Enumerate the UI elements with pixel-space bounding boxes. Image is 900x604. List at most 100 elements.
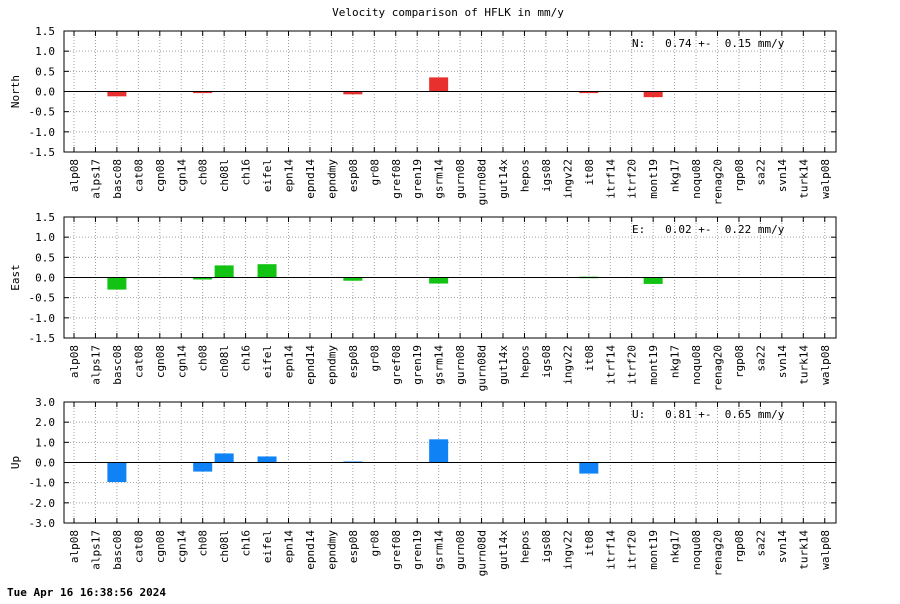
- east-xtick-label: alps17: [89, 345, 102, 385]
- east-xtick-label: ch08: [197, 345, 210, 372]
- east-xtick-label: gut14x: [497, 345, 510, 385]
- up-xtick-label: gut14x: [497, 530, 510, 570]
- north-xtick-label: it08: [583, 159, 596, 186]
- east-plot-frame: [63, 216, 837, 339]
- east-xtick-label: sa22: [754, 345, 767, 372]
- east-bar-cgn14: [193, 277, 213, 280]
- north-ytick-label: 1.0: [35, 45, 55, 58]
- up-xtick-label: rgp08: [733, 530, 746, 563]
- up-xtick-label: cat08: [132, 530, 145, 563]
- north-xtick-label: nkg17: [669, 159, 682, 192]
- north-xtick-label: alp08: [68, 159, 81, 192]
- north-ytick-label: 0.0: [35, 86, 55, 99]
- north-xtick-label: gsrm14: [433, 159, 446, 199]
- up-xtick-label: walp08: [819, 530, 832, 570]
- up-xtick-label: esp08: [347, 530, 360, 563]
- north-ytick-label: -1.5: [29, 146, 56, 159]
- north-xtick-label: basc08: [111, 159, 124, 199]
- east-xtick-label: gref08: [390, 345, 403, 385]
- north-ytick-label: 1.5: [35, 25, 55, 38]
- up-bar-gren19: [429, 439, 449, 463]
- east-bar-epndmy: [343, 277, 363, 281]
- east-xtick-label: mont19: [647, 345, 660, 385]
- north-xtick-label: ch08l: [218, 159, 231, 192]
- north-xtick-label: cgn14: [175, 159, 188, 192]
- north-bar-gren19: [429, 77, 449, 92]
- chart-title: Velocity comparison of HFLK in mm/y: [332, 6, 564, 19]
- east-ytick-label: 0.0: [35, 272, 55, 285]
- north-xtick-label: ch16: [240, 159, 253, 186]
- north-xtick-label: rgp08: [733, 159, 746, 192]
- up-xtick-label: sa22: [754, 530, 767, 557]
- north-xtick-label: itrf14: [604, 159, 617, 199]
- east-xtick-label: gsrm14: [433, 345, 446, 385]
- up-xtick-label: cgn14: [175, 530, 188, 563]
- east-ytick-label: 0.5: [35, 251, 55, 264]
- north-xtick-label: mont19: [647, 159, 660, 199]
- east-xtick-label: basc08: [111, 345, 124, 385]
- east-bar-alps17: [107, 277, 127, 290]
- up-xtick-label: gsrm14: [433, 530, 446, 570]
- east-xtick-label: nkg17: [669, 345, 682, 378]
- east-xtick-label: cgn08: [154, 345, 167, 378]
- up-xtick-label: turk14: [797, 530, 810, 570]
- east-xtick-label: cgn14: [175, 345, 188, 378]
- timestamp: Tue Apr 16 16:38:56 2024: [7, 586, 166, 599]
- up-xtick-label: epnd14: [304, 530, 317, 570]
- north-plot-frame: [63, 30, 837, 153]
- north-bar-epndmy: [343, 91, 363, 95]
- east-bar-ch08: [214, 265, 234, 278]
- north-xtick-label: epnd14: [304, 159, 317, 199]
- east-ytick-label: -0.5: [29, 292, 56, 305]
- up-ytick-label: 3.0: [35, 396, 55, 409]
- up-xtick-label: gurn08: [454, 530, 467, 570]
- east-ytick-label: -1.0: [29, 312, 56, 325]
- east-xtick-label: ingv22: [561, 345, 574, 385]
- up-bar-cgn14: [193, 462, 213, 472]
- east-xtick-label: svn14: [776, 345, 789, 378]
- east-xtick-label: alp08: [68, 345, 81, 378]
- up-xtick-label: epn14: [283, 530, 296, 563]
- north-bar-ingv22: [579, 91, 599, 94]
- north-xtick-label: hepos: [518, 159, 531, 192]
- east-xtick-label: rgp08: [733, 345, 746, 378]
- north-xtick-label: gurn08d: [476, 159, 489, 205]
- up-xtick-label: itrf14: [604, 530, 617, 570]
- north-xtick-label: cgn08: [154, 159, 167, 192]
- up-xtick-label: it08: [583, 530, 596, 557]
- up-xtick-label: svn14: [776, 530, 789, 563]
- up-ytick-label: -3.0: [29, 517, 56, 530]
- east-xtick-label: walp08: [819, 345, 832, 385]
- north-xtick-label: sa22: [754, 159, 767, 186]
- north-xtick-label: gurn08: [454, 159, 467, 199]
- north-xtick-label: noqu08: [690, 159, 703, 199]
- east-ytick-label: 1.5: [35, 211, 55, 224]
- up-xtick-label: noqu08: [690, 530, 703, 570]
- north-xtick-label: cat08: [132, 159, 145, 192]
- up-axis-label: Up: [9, 456, 22, 469]
- east-bar-itrf20: [643, 277, 663, 284]
- east-xtick-label: epnd14: [304, 345, 317, 385]
- up-xtick-label: eifel: [261, 530, 274, 563]
- up-xtick-label: mont19: [647, 530, 660, 570]
- east-xtick-label: gren19: [411, 345, 424, 385]
- east-xtick-label: renag20: [712, 345, 725, 391]
- up-xtick-label: ingv22: [561, 530, 574, 570]
- north-xtick-label: epn14: [283, 159, 296, 192]
- north-bar-itrf20: [643, 91, 663, 98]
- east-xtick-label: it08: [583, 345, 596, 372]
- east-xtick-label: eifel: [261, 345, 274, 378]
- east-axis-label: East: [9, 264, 22, 291]
- north-ytick-label: -0.5: [29, 106, 56, 119]
- up-xtick-label: epndmy: [325, 530, 338, 570]
- up-xtick-label: itrf20: [626, 530, 639, 570]
- north-xtick-label: walp08: [819, 159, 832, 199]
- north-xtick-label: eifel: [261, 159, 274, 192]
- north-ytick-label: -1.0: [29, 126, 56, 139]
- up-xtick-label: alp08: [68, 530, 81, 563]
- up-xtick-label: gr08: [368, 530, 381, 557]
- up-bar-ch08: [214, 453, 234, 463]
- east-xtick-label: ch08l: [218, 345, 231, 378]
